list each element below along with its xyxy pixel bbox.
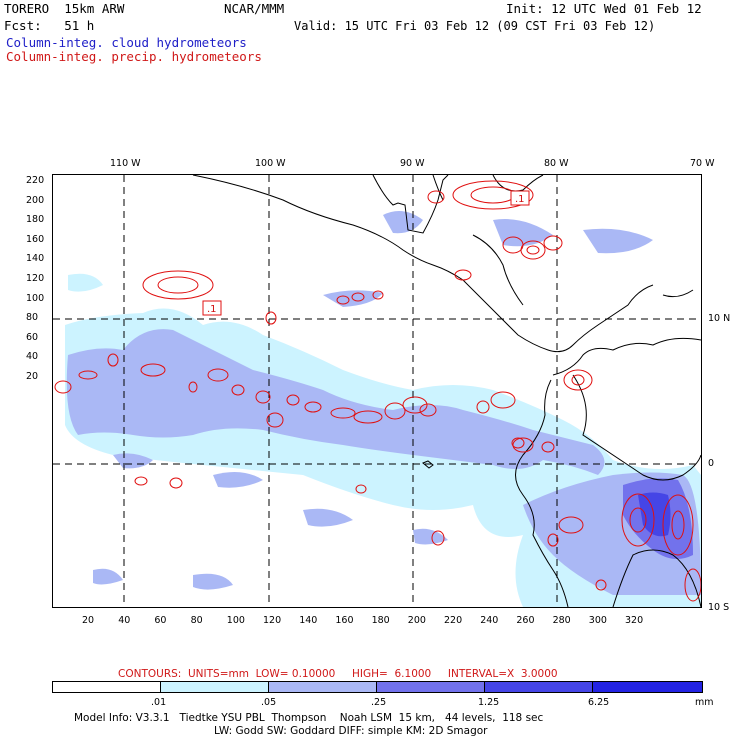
grid-x-tick-label: 80	[190, 615, 203, 626]
grid-y-tick-label: 120	[26, 273, 45, 284]
grid-y-tick-label: 220	[26, 175, 45, 186]
grid-x-tick-label: 220	[444, 615, 463, 626]
colorbar-label: .05	[261, 697, 277, 708]
colorbar-swatch	[376, 681, 485, 693]
grid-x-tick-label: 60	[154, 615, 167, 626]
colorbar-label: 6.25	[588, 697, 610, 708]
colorbar-unit: mm	[695, 697, 714, 708]
grid-y-tick-label: 60	[26, 331, 39, 343]
colorbar-swatch	[52, 681, 161, 693]
grid-y-tick-label: 20	[26, 371, 39, 382]
colorbar-swatch	[592, 681, 703, 693]
lon-label-100w: 100 W	[255, 158, 286, 169]
contour-label-boxes	[202, 190, 530, 316]
map-panel: .1 .1	[52, 174, 702, 608]
lat-label-0: 0	[708, 458, 715, 469]
grid-y-tick-label: 160	[26, 233, 45, 245]
contour-value-label: .1	[207, 304, 217, 315]
lat-label-10s: 10 S	[708, 602, 730, 613]
cloud-shading	[65, 211, 701, 607]
lat-lon-grid	[53, 175, 701, 607]
model-info-line2: LW: Godd SW: Goddard DIFF: simple KM: 2D…	[214, 725, 488, 737]
colorbar-label: 1.25	[478, 697, 500, 708]
init-time: Init: 12 UTC Wed 01 Feb 12	[506, 1, 702, 16]
map-canvas: .1 .1	[53, 175, 701, 607]
colorbar-swatch	[160, 681, 269, 693]
contours-info: CONTOURS: UNITS=mm LOW= 0.10000 HIGH= 6.…	[118, 668, 558, 680]
grid-x-tick-label: 40	[118, 615, 131, 626]
coastlines	[192, 175, 701, 607]
grid-y-tick-label: 100	[26, 292, 45, 304]
grid-x-tick-label: 260	[516, 615, 535, 626]
model-info-line1: Model Info: V3.3.1 Tiedtke YSU PBL Thomp…	[74, 712, 544, 724]
grid-x-tick-label: 280	[552, 615, 571, 626]
lon-label-110w: 110 W	[110, 158, 141, 169]
lon-label-80w: 80 W	[544, 158, 569, 169]
field-cloud-label: Column-integ. cloud hydrometeors	[6, 35, 247, 50]
grid-x-tick-label: 320	[625, 615, 644, 626]
field-precip-label: Column-integ. precip. hydrometeors	[6, 49, 262, 64]
lon-label-90w: 90 W	[400, 158, 425, 169]
model-title: TORERO 15km ARW	[4, 1, 125, 16]
grid-x-tick-label: 20	[82, 615, 95, 626]
grid-x-tick-label: 180	[371, 615, 390, 626]
grid-x-tick-label: 300	[588, 615, 607, 626]
forecast-hour: Fcst: 51 h	[4, 18, 95, 33]
grid-x-tick-label: 100	[226, 615, 245, 626]
colorbar-swatch	[484, 681, 593, 693]
colorbar-label: .25	[371, 697, 387, 708]
grid-x-tick-label: 160	[335, 615, 354, 626]
grid-y-tick-label: 180	[26, 214, 45, 226]
grid-x-tick-label: 240	[480, 615, 499, 626]
contour-label-text: .1 .1	[207, 194, 525, 315]
grid-x-tick-label: 120	[263, 615, 282, 626]
lat-label-10n: 10 N	[708, 313, 731, 324]
org-label: NCAR/MMM	[224, 1, 285, 16]
grid-x-tick-label: 200	[407, 615, 426, 626]
lon-label-70w: 70 W	[690, 158, 715, 169]
contour-value-label: .1	[515, 194, 525, 205]
valid-time: Valid: 15 UTC Fri 03 Feb 12 (09 CST Fri …	[294, 19, 656, 33]
colorbar-label: .01	[151, 697, 167, 708]
colorbar-swatch	[268, 681, 377, 693]
grid-y-tick-label: 80	[26, 312, 39, 324]
grid-y-tick-label: 140	[26, 253, 45, 265]
grid-y-tick-label: 200	[26, 194, 45, 206]
grid-x-tick-label: 140	[299, 615, 318, 626]
grid-y-tick-label: 40	[26, 351, 39, 363]
